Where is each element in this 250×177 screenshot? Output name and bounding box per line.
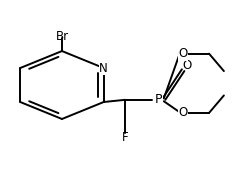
Text: P: P [154, 93, 162, 106]
Text: O: O [182, 59, 192, 72]
Text: N: N [99, 62, 108, 75]
Text: O: O [178, 106, 188, 119]
Text: O: O [178, 47, 188, 60]
Text: F: F [122, 131, 128, 144]
Text: Br: Br [56, 30, 68, 43]
